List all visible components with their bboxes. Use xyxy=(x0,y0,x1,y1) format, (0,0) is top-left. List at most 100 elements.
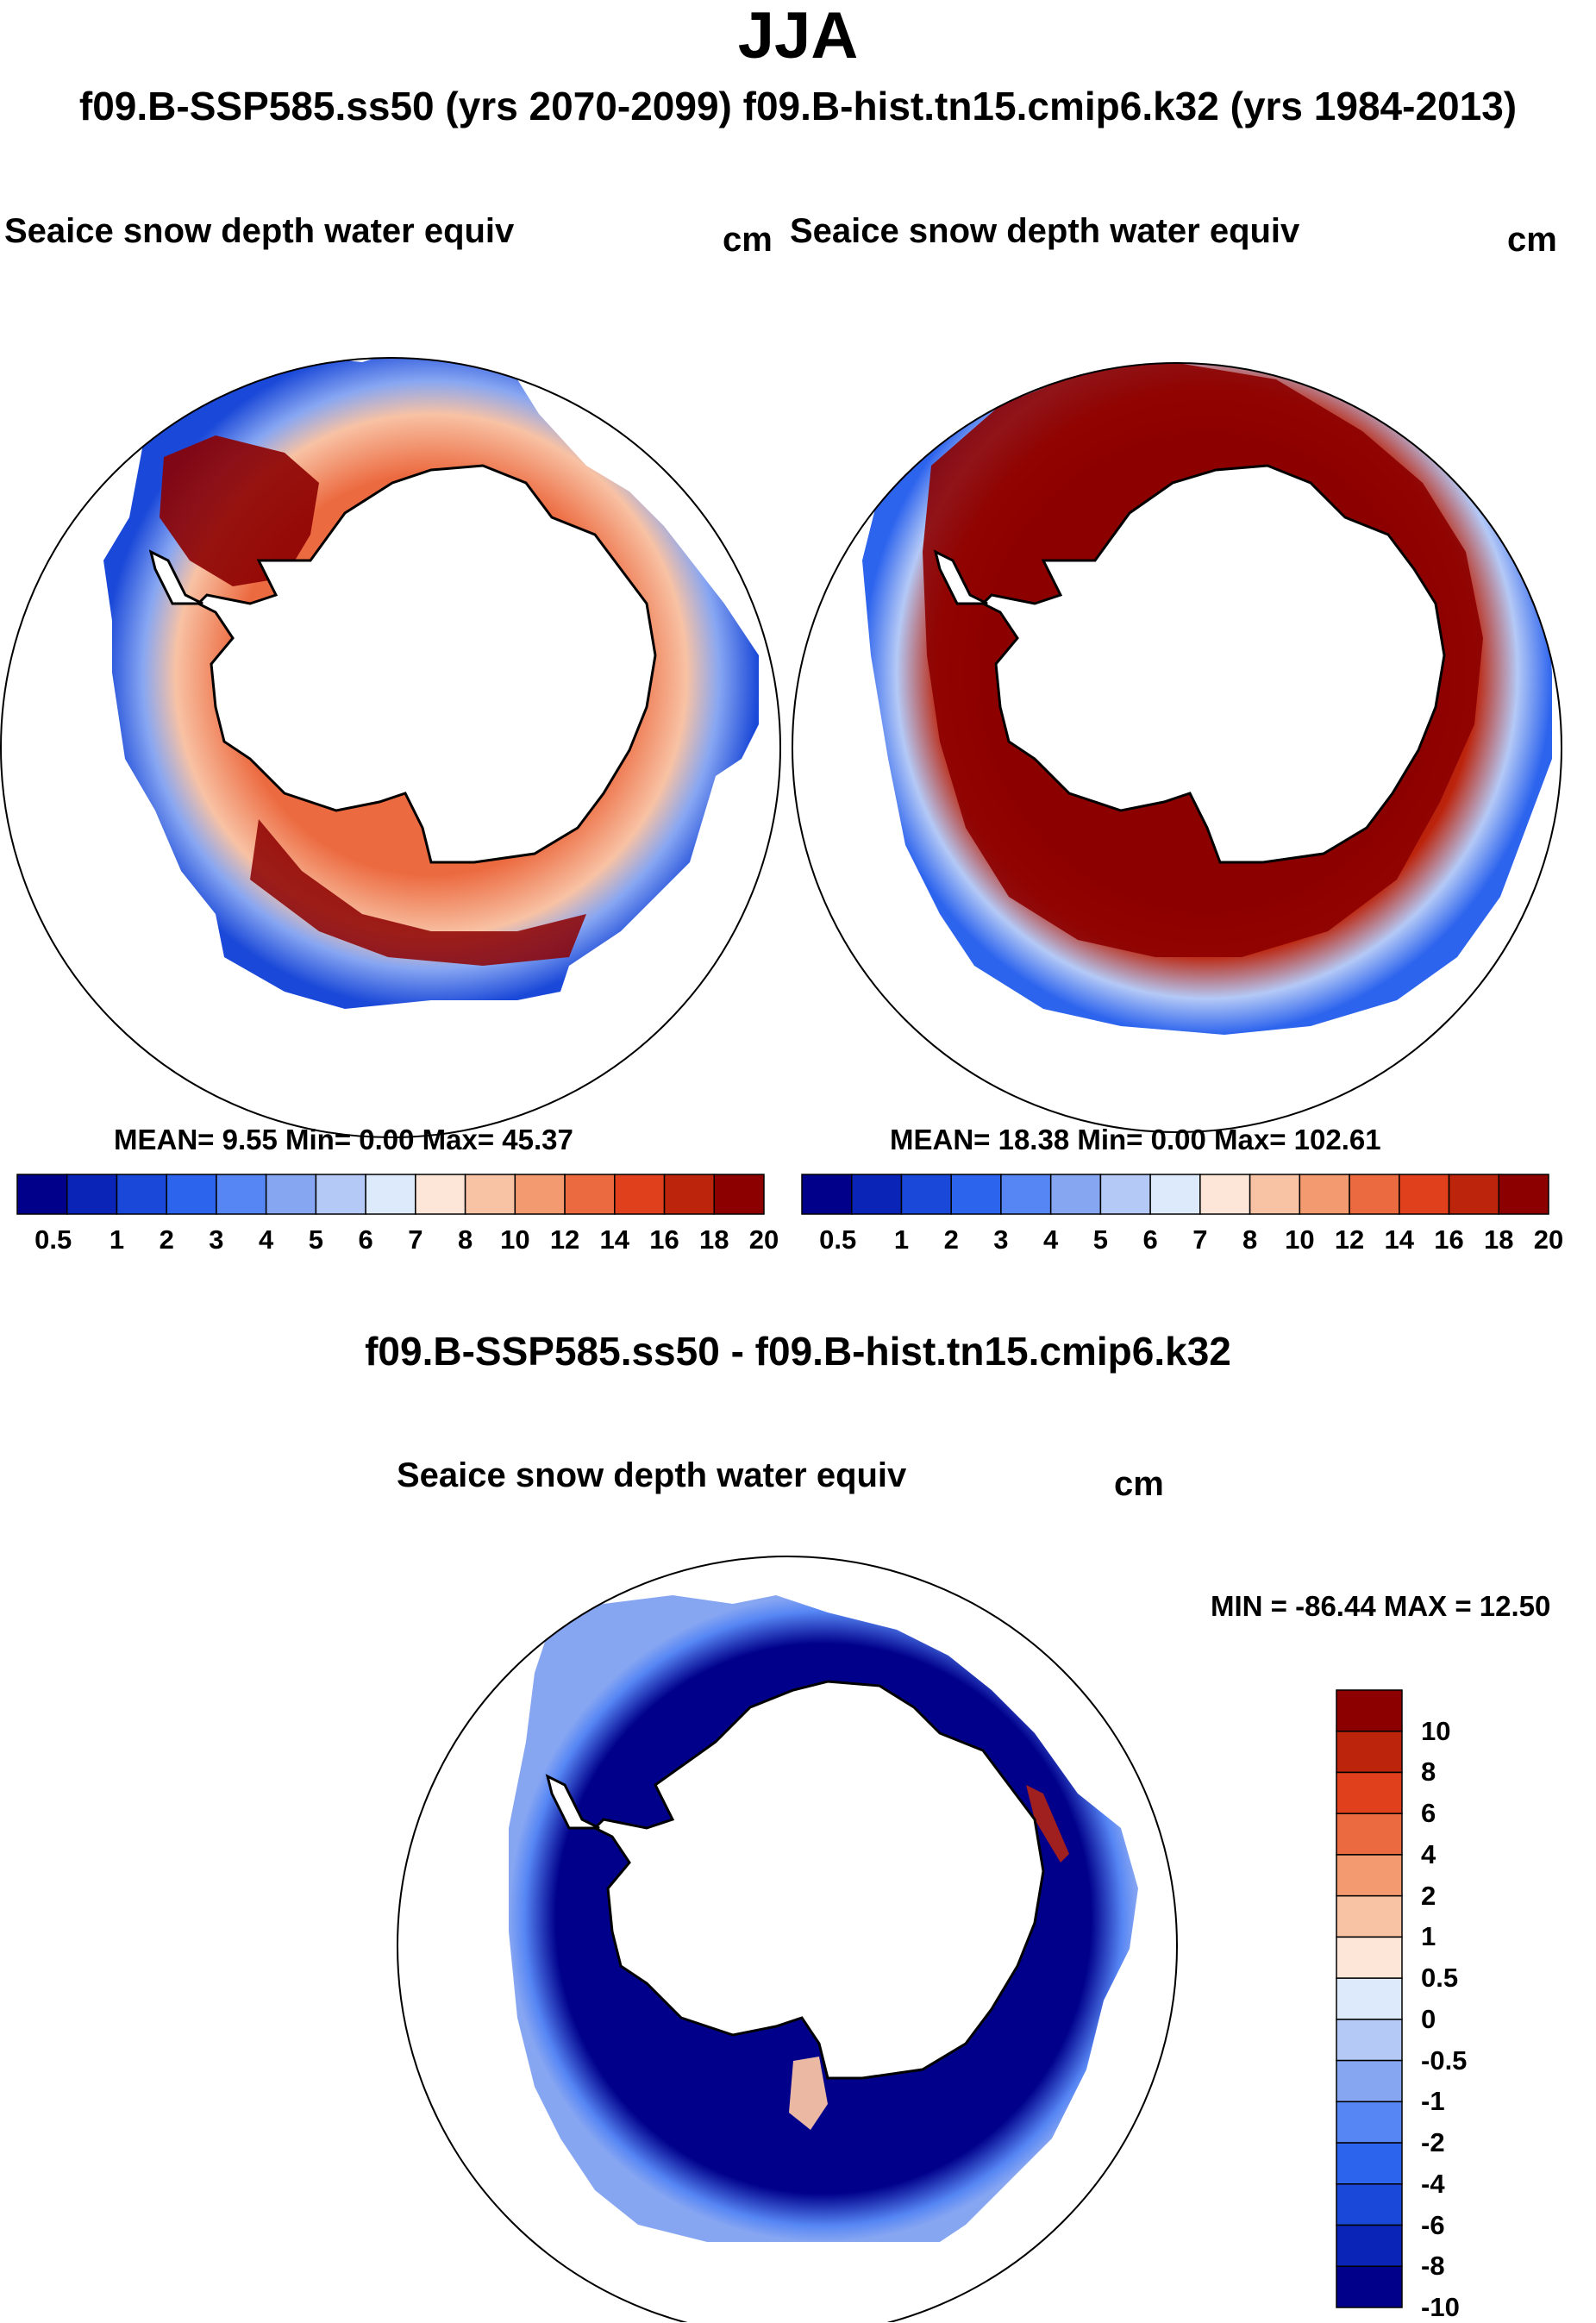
ticks3-label-6: 0.5 xyxy=(1421,1963,1459,1994)
ticks1-label-4: 4 xyxy=(259,1224,274,1255)
cbar1-swatch-4 xyxy=(216,1174,267,1215)
panel3-ross-margin-warm xyxy=(789,2057,828,2130)
ticks1-label-8: 8 xyxy=(457,1224,473,1255)
ticks3-label-3: 4 xyxy=(1421,1838,1436,1869)
panel1-units: cm xyxy=(723,221,773,259)
panel2-antarctica xyxy=(980,464,1446,864)
ticks3-label-10: -2 xyxy=(1421,2127,1445,2158)
cbar2-swatch-14 xyxy=(1498,1174,1549,1215)
panel2-map-boundary xyxy=(792,362,1562,1133)
ticks2-label-10: 12 xyxy=(1334,1224,1365,1255)
cbar1-swatch-11 xyxy=(564,1174,616,1215)
ticks3-label-5: 1 xyxy=(1421,1921,1436,1952)
panel1-weddell-hotspot xyxy=(160,435,319,586)
panel3-title: Seaice snow depth water equiv xyxy=(397,1456,907,1494)
cbar1-swatch-13 xyxy=(663,1174,716,1215)
panel3-minmax: MIN = -86.44 MAX = 12.50 xyxy=(1211,1590,1551,1622)
ticks3-label-4: 2 xyxy=(1421,1880,1436,1911)
ticks3-label-13: -8 xyxy=(1421,2251,1445,2282)
cbar3-swatch-11 xyxy=(1336,2142,1403,2185)
panel2-antarctic-peninsula xyxy=(933,549,988,605)
panel2-title: Seaice snow depth water equiv xyxy=(790,212,1300,250)
cbar3-swatch-1 xyxy=(1336,1730,1403,1774)
cbar1-swatch-2 xyxy=(116,1174,167,1215)
ticks2-label-4: 4 xyxy=(1043,1224,1059,1255)
cbar3-swatch-0 xyxy=(1336,1689,1403,1732)
panel1-stats: MEAN= 9.55 Min= 0.00 Max= 45.37 xyxy=(114,1124,573,1155)
ticks1-label-1: 1 xyxy=(109,1224,125,1255)
ticks2-label-6: 6 xyxy=(1142,1224,1158,1255)
cbar2-swatch-5 xyxy=(1049,1174,1102,1215)
ticks2-label-9: 10 xyxy=(1285,1224,1315,1255)
cbar3-swatch-3 xyxy=(1336,1813,1403,1856)
ticks1-label-10: 12 xyxy=(549,1224,580,1255)
panel3-map-boundary xyxy=(397,1556,1178,2322)
cbar2-swatch-7 xyxy=(1149,1174,1201,1215)
cbar1-swatch-12 xyxy=(614,1174,666,1215)
cbar1-swatch-5 xyxy=(265,1174,317,1215)
panel3-colorbar xyxy=(1336,1689,1403,2308)
cbar2-swatch-10 xyxy=(1299,1174,1350,1215)
panel1-ross-hotspot xyxy=(250,819,586,966)
ticks1-label-13: 18 xyxy=(699,1224,729,1255)
cbar3-swatch-10 xyxy=(1336,2101,1403,2144)
ticks1-label-6: 6 xyxy=(358,1224,373,1255)
cbar1-swatch-1 xyxy=(66,1174,118,1215)
cbar3-swatch-8 xyxy=(1336,2019,1403,2062)
ticks1-label-7: 7 xyxy=(408,1224,423,1255)
panel1-antarctic-peninsula xyxy=(148,549,203,605)
ticks3-label-1: 8 xyxy=(1421,1756,1436,1788)
ticks3-label-0: 10 xyxy=(1421,1715,1451,1746)
ticks2-label-8: 8 xyxy=(1242,1224,1258,1255)
cbar2-swatch-6 xyxy=(1099,1174,1151,1215)
ticks3-label-14: -10 xyxy=(1421,2292,1460,2322)
panel1-title: Seaice snow depth water equiv xyxy=(4,212,515,250)
run-header: f09.B-SSP585.ss50 (yrs 2070-2099) f09.B-… xyxy=(78,84,1518,128)
ticks1-label-5: 5 xyxy=(308,1224,324,1255)
cbar1-swatch-7 xyxy=(365,1174,416,1215)
ticks1-label-9: 10 xyxy=(500,1224,530,1255)
ticks2-label-5: 5 xyxy=(1092,1224,1109,1255)
cbar2-swatch-12 xyxy=(1399,1174,1450,1215)
ticks2-label-7: 7 xyxy=(1192,1224,1208,1255)
cbar2-swatch-13 xyxy=(1448,1174,1500,1215)
panel2-units: cm xyxy=(1507,221,1557,259)
cbar2-swatch-8 xyxy=(1199,1174,1251,1215)
ticks1-label-12: 16 xyxy=(649,1224,679,1255)
ticks2-label-14: 20 xyxy=(1533,1224,1564,1255)
cbar1-swatch-0 xyxy=(16,1174,68,1215)
ticks1-label-14: 20 xyxy=(748,1224,779,1255)
ticks1-label-2: 2 xyxy=(159,1224,174,1255)
cbar3-swatch-9 xyxy=(1336,2059,1403,2103)
cbar3-swatch-14 xyxy=(1336,2265,1403,2308)
ticks2-label-13: 18 xyxy=(1484,1224,1514,1255)
cbar2-swatch-3 xyxy=(950,1174,1002,1215)
cbar1-swatch-10 xyxy=(514,1174,566,1215)
ticks3-label-2: 6 xyxy=(1421,1798,1436,1829)
ticks3-label-12: -6 xyxy=(1421,2209,1445,2240)
ticks1-label-0: 0.5 xyxy=(34,1224,72,1255)
cbar3-swatch-6 xyxy=(1336,1936,1403,1979)
cbar2-swatch-1 xyxy=(850,1174,903,1215)
cbar3-swatch-12 xyxy=(1336,2183,1403,2226)
figure-title: JJA xyxy=(737,0,859,72)
ticks3-label-11: -4 xyxy=(1421,2168,1445,2199)
cbar2-swatch-2 xyxy=(900,1174,952,1215)
cbar3-swatch-5 xyxy=(1336,1894,1403,1938)
cbar2-swatch-0 xyxy=(801,1174,853,1215)
ticks3-label-7: 0 xyxy=(1421,2003,1436,2034)
panel2-colorbar xyxy=(801,1174,1549,1215)
ticks3-label-8: -0.5 xyxy=(1421,2044,1468,2076)
panel3-east-edge-warm xyxy=(1026,1785,1069,1863)
ticks2-label-2: 2 xyxy=(943,1224,959,1255)
panel3-antarctic-peninsula xyxy=(545,1774,600,1830)
panel2-map xyxy=(792,362,1562,1133)
cbar2-swatch-9 xyxy=(1249,1174,1301,1215)
cbar1-swatch-3 xyxy=(166,1174,217,1215)
cbar3-swatch-13 xyxy=(1336,2224,1403,2268)
panel3-map xyxy=(397,1556,1178,2322)
cbar2-swatch-11 xyxy=(1349,1174,1400,1215)
ticks2-label-0: 0.5 xyxy=(819,1224,857,1255)
ticks2-label-1: 1 xyxy=(893,1224,910,1255)
